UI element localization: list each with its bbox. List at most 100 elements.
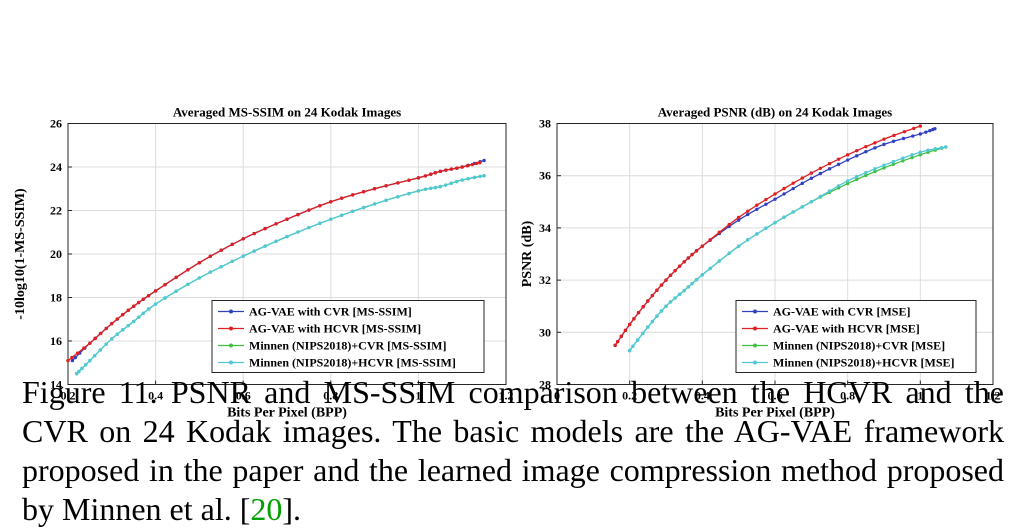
data-point [627, 322, 632, 327]
data-point [396, 181, 400, 185]
data-point [429, 172, 433, 176]
data-point [433, 171, 438, 175]
data-point [136, 300, 141, 305]
data-point [646, 325, 650, 329]
data-point [682, 260, 686, 264]
data-point [827, 189, 832, 193]
data-point [615, 339, 620, 344]
data-point [219, 248, 223, 252]
data-point [285, 217, 289, 221]
data-point [659, 309, 664, 313]
data-point [465, 164, 469, 168]
data-point [773, 192, 777, 196]
data-point [708, 266, 712, 271]
data-point [773, 197, 777, 201]
data-point [727, 222, 731, 227]
data-point [82, 346, 86, 350]
data-point [351, 209, 355, 214]
data-point [891, 162, 896, 166]
legend-box [735, 300, 977, 373]
data-point [882, 163, 886, 167]
data-point [918, 132, 923, 136]
data-point [791, 186, 795, 191]
y-tick-label: 38 [539, 117, 551, 131]
data-point [396, 195, 400, 199]
data-point [791, 181, 795, 185]
data-point [115, 332, 119, 336]
data-point [655, 288, 659, 292]
data-point [682, 288, 686, 293]
y-tick-label: 22 [50, 204, 62, 218]
data-point [329, 217, 333, 221]
data-point [873, 169, 877, 174]
data-point [690, 281, 694, 286]
y-tick-label: 28 [539, 378, 551, 392]
data-point [902, 129, 907, 134]
x-tick-label: 0.6 [236, 389, 251, 403]
data-point [174, 289, 178, 293]
data-point [384, 184, 388, 188]
data-point [933, 127, 937, 131]
data-point [910, 155, 914, 160]
data-point [650, 293, 655, 298]
data-point [163, 296, 167, 300]
figure-caption: Figure 11. PSNR and MS-SSIM comparison b… [22, 373, 1004, 529]
y-tick-label: 18 [50, 291, 62, 305]
x-tick-label: 1.2 [986, 389, 1001, 403]
data-point [263, 244, 267, 248]
data-point [372, 202, 377, 206]
data-point [423, 174, 428, 178]
data-point [882, 166, 886, 170]
data-point [944, 145, 948, 149]
data-point [727, 251, 731, 255]
data-point [686, 285, 690, 289]
data-point [472, 175, 477, 180]
data-point [466, 177, 470, 181]
data-point [444, 183, 448, 187]
chart-ms-ssim: 0.2 0.4 0.6 0.8 1 1.2 14 16 18 20 22 24 26 Averaged M… [13, 105, 514, 421]
legend-marker [753, 309, 757, 314]
data-point [318, 204, 322, 208]
data-point [818, 194, 823, 199]
data-point [827, 167, 832, 171]
x-tick-label: 1.2 [499, 389, 514, 403]
data-point [438, 169, 442, 174]
data-point [146, 293, 151, 298]
data-point [66, 358, 70, 363]
data-point [918, 153, 923, 157]
data-point [845, 181, 850, 186]
y-tick-label: 32 [539, 273, 551, 287]
data-point [619, 334, 623, 339]
data-point [208, 254, 213, 259]
data-point [83, 363, 88, 367]
data-point [115, 317, 119, 321]
legend-marker [229, 343, 233, 348]
data-point [764, 202, 768, 206]
legend-entry: AG-VAE with CVR [MS-SSIM] [249, 305, 412, 319]
data-point [677, 292, 682, 297]
legend-marker [753, 343, 757, 348]
data-point [736, 244, 741, 248]
y-tick-label: 14 [50, 378, 62, 392]
data-point [836, 157, 841, 161]
data-point [746, 209, 750, 213]
legend-marker [753, 326, 757, 331]
data-point [99, 331, 103, 336]
data-point [855, 148, 859, 153]
citation-link[interactable]: 20 [250, 491, 283, 527]
y-axis-label: -10log10(1-MS-SSIM) [13, 188, 28, 320]
data-point [717, 259, 722, 263]
y-tick-label: 34 [539, 221, 551, 235]
legend-marker [229, 326, 233, 331]
data-point [708, 238, 712, 242]
data-point [755, 203, 759, 207]
data-point [241, 254, 245, 258]
data-point [891, 159, 896, 164]
data-point [782, 192, 786, 196]
data-point [782, 215, 786, 219]
data-point [104, 326, 109, 331]
data-point [882, 137, 886, 141]
data-point [627, 348, 632, 353]
data-point [873, 141, 877, 145]
